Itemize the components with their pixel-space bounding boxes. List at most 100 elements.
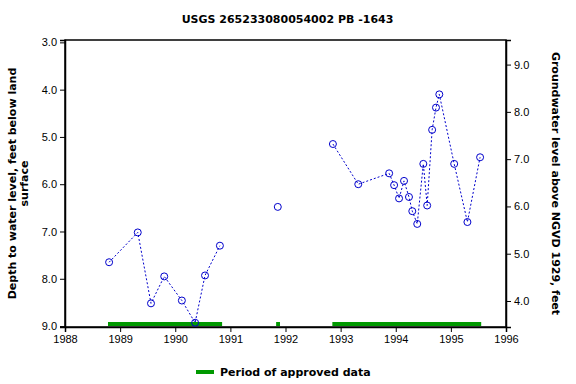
data-point	[432, 104, 439, 111]
tick-mark	[286, 327, 287, 332]
tick-label: 4.0	[42, 84, 57, 96]
tick-label: 1993	[329, 333, 353, 345]
tick-mark	[506, 112, 511, 113]
tick-label: 1988	[53, 333, 77, 345]
data-point	[405, 193, 412, 200]
y2-axis: 4.0 5.0 6.0 7.0 8.0 9.0	[506, 41, 529, 328]
data-point	[106, 259, 113, 266]
data-point	[274, 203, 281, 210]
tick-label: 8.0	[42, 273, 57, 285]
data-point	[401, 177, 408, 184]
tick-mark	[60, 42, 65, 43]
tick: 5.0	[42, 131, 65, 143]
tick-mark	[60, 231, 65, 232]
plot-area	[106, 91, 484, 326]
y-axis: 3.0 4.0 5.0 6.0 7.0 8.0 9.0	[42, 36, 66, 332]
tick: 7.0	[42, 226, 65, 238]
legend-label: Period of approved data	[220, 366, 371, 379]
tick-mark	[60, 90, 65, 91]
tick: 6.0	[506, 200, 529, 212]
data-point	[216, 242, 223, 249]
data-point	[192, 319, 199, 326]
tick-label: 5.0	[42, 131, 57, 143]
tick-label: 1991	[219, 333, 243, 345]
y2-axis-title: Groundwater level above NGVD 1929, feet	[549, 52, 562, 315]
data-point	[147, 300, 154, 307]
tick-label: 3.0	[42, 36, 57, 48]
y-axis-line	[60, 41, 66, 328]
x-axis-line	[66, 328, 507, 333]
data-point	[202, 272, 209, 279]
tick-mark	[396, 327, 397, 332]
tick-mark	[60, 184, 65, 185]
tick: 8.0	[506, 106, 529, 118]
tick-mark	[506, 254, 511, 255]
tick: 1990	[164, 327, 188, 345]
tick: 6.0	[42, 178, 65, 190]
tick-mark	[506, 301, 511, 302]
approved-period	[108, 322, 222, 326]
tick: 4.0	[506, 295, 529, 307]
tick-label: 7.0	[42, 226, 57, 238]
tick-mark	[506, 65, 511, 66]
tick-label: 1992	[274, 333, 298, 345]
x-axis: 1988 1989 1990 1991 1992 1993 1994 1995 1996	[53, 327, 518, 345]
tick-label: 1996	[494, 333, 518, 345]
tick: 1993	[329, 327, 353, 345]
data-point	[396, 195, 403, 202]
tick-label: 4.0	[514, 295, 529, 307]
plot-frame	[65, 40, 506, 327]
tick-mark	[120, 327, 121, 332]
data-point	[409, 208, 416, 215]
data-point	[429, 126, 436, 133]
data-point	[424, 202, 431, 209]
tick-label: 1989	[108, 333, 132, 345]
tick-mark	[451, 327, 452, 332]
series-line	[109, 94, 480, 322]
tick: 1992	[274, 327, 298, 345]
tick: 1994	[384, 327, 408, 345]
tick: 5.0	[506, 248, 529, 260]
chart: USGS 265233080054002 PB -1643 1988 1989 199…	[0, 0, 576, 384]
tick-mark	[60, 137, 65, 138]
approved-period	[332, 322, 481, 326]
data-point	[477, 154, 484, 161]
tick: 1996	[494, 327, 518, 345]
tick-mark	[230, 327, 231, 332]
data-point	[161, 273, 168, 280]
data-point	[451, 160, 458, 167]
tick-mark	[175, 327, 176, 332]
legend-swatch	[196, 370, 214, 374]
tick: 1991	[219, 327, 243, 345]
tick-mark	[506, 206, 511, 207]
tick-label: 6.0	[514, 200, 529, 212]
tick-label: 7.0	[514, 153, 529, 165]
tick-mark	[506, 159, 511, 160]
data-point	[464, 219, 471, 226]
tick-label: 1995	[439, 333, 463, 345]
tick-label: 1990	[164, 333, 188, 345]
data-point	[386, 170, 393, 177]
y-axis-title: Depth to water level, feet below landsur…	[6, 68, 32, 300]
legend: Period of approved data	[196, 366, 371, 379]
tick: 9.0	[506, 59, 529, 71]
tick-mark	[60, 279, 65, 280]
data-point	[329, 141, 336, 148]
tick-label: 5.0	[514, 248, 529, 260]
tick: 4.0	[42, 84, 65, 96]
tick-label: 9.0	[514, 59, 529, 71]
y2-axis-line	[507, 41, 512, 328]
data-point	[420, 160, 427, 167]
data-point	[355, 181, 362, 188]
tick: 1989	[108, 327, 132, 345]
tick-label: 1994	[384, 333, 408, 345]
data-point	[436, 91, 443, 98]
data-point	[178, 297, 185, 304]
tick: 3.0	[42, 36, 65, 48]
tick-mark	[341, 327, 342, 332]
tick-label: 9.0	[42, 320, 57, 332]
title: USGS 265233080054002 PB -1643	[182, 13, 394, 26]
tick-mark	[60, 326, 65, 327]
data-point	[134, 229, 141, 236]
data-point	[391, 182, 398, 189]
